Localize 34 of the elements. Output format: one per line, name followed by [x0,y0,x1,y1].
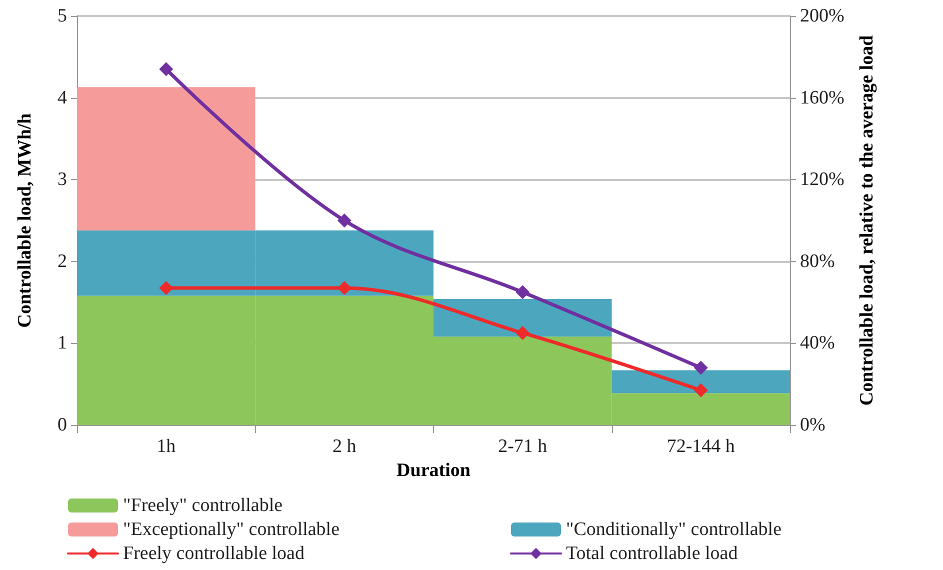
point [337,214,352,228]
y2-tick-label: 40% [800,332,835,354]
legend-label: "Exceptionally" controllable [123,519,340,540]
point [516,326,530,340]
y2-tick-label: 120% [800,169,844,190]
y-tick-label: 2 [58,250,67,272]
legend-label: Total controllable load [566,543,738,564]
y-tick-label: 4 [58,87,68,108]
point [516,285,530,300]
y-axis-title: Controllable load, MWh/h [14,112,36,328]
point [694,383,708,398]
y2-axis-title: Controllable load, relative to the average load [856,34,878,406]
x-tick-label: 2 h [332,436,357,457]
bar [612,370,790,394]
y-tick-label: 1 [58,332,67,354]
point [159,280,174,295]
x-tick-label: 2-71 h [498,436,548,457]
x-tick-label: 1h [156,436,176,457]
bar [77,87,256,230]
x-axis-title: Duration [396,460,471,481]
y2-tick-label: 0% [800,414,826,436]
y2-tick-label: 80% [800,250,835,272]
legend-label: Freely controllable load [123,543,305,564]
legend-label: "Conditionally" controllable [566,519,782,540]
legend-label: "Freely" controllable [123,495,283,516]
y2-tick-label: 200% [800,6,844,26]
y2-tick-label: 160% [800,87,844,108]
x-tick-label: 72-144 h [666,436,736,457]
point [337,280,352,295]
y-tick-label: 3 [58,169,67,190]
y-tick-label: 0 [58,414,67,436]
point [159,62,174,76]
point [694,360,708,375]
y-tick-label: 5 [58,6,67,26]
